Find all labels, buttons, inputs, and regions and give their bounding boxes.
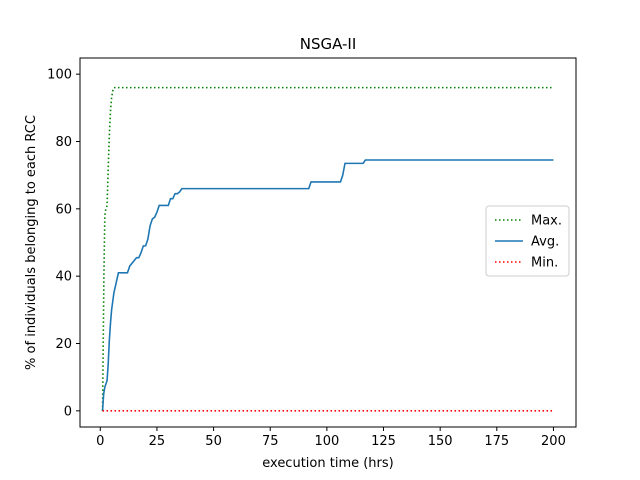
x-tick-label: 50 [205, 434, 222, 449]
legend-label: Min. [531, 256, 558, 271]
x-tick-label: 150 [428, 434, 453, 449]
series-line-avg [101, 159, 554, 411]
x-tick-label: 175 [484, 434, 509, 449]
y-tick-label: 0 [64, 404, 72, 419]
y-axis-title: % of individuals belonging to each RCC [24, 115, 39, 370]
x-tick-label: 75 [262, 434, 279, 449]
x-tick-label: 25 [149, 434, 166, 449]
legend: Max. Avg. Min. [485, 205, 570, 277]
y-tick-label: 40 [55, 270, 72, 285]
x-tick-label: 100 [314, 434, 339, 449]
series-layer [101, 86, 554, 412]
y-axis-ticks: 0 20 40 60 80 100 [47, 68, 80, 419]
legend-box [485, 205, 570, 277]
y-tick-label: 100 [47, 68, 72, 83]
chart-title: NSGA-II [300, 35, 357, 53]
x-tick-label: 200 [541, 434, 566, 449]
legend-label: Avg. [531, 235, 559, 250]
x-tick-label: 0 [96, 434, 104, 449]
y-tick-label: 80 [55, 135, 72, 150]
plot-area-frame [79, 57, 577, 428]
series-line-max [101, 86, 554, 411]
y-tick-label: 20 [55, 337, 72, 352]
y-tick-label: 60 [55, 202, 72, 217]
x-tick-label: 125 [371, 434, 396, 449]
x-axis-ticks: 0 25 50 75 100 125 150 175 200 [96, 427, 566, 449]
legend-label: Max. [531, 214, 562, 229]
x-axis-title: execution time (hrs) [262, 456, 394, 471]
